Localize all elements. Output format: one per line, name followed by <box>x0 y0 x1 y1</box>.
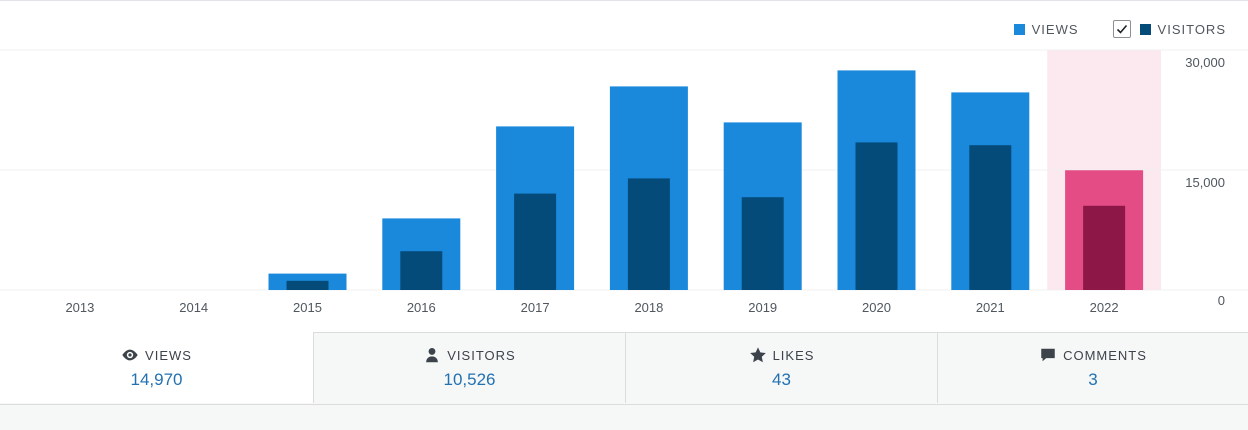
legend-views-swatch <box>1013 23 1025 35</box>
tab-views[interactable]: VIEWS 14,970 <box>0 332 313 403</box>
x-tick-label-2017: 2017 <box>521 300 550 315</box>
comment-icon <box>1041 348 1055 362</box>
visitors-bar-2017[interactable] <box>514 193 557 290</box>
legend-visitors-label: VISITORS <box>1157 21 1226 37</box>
checkmark-icon <box>1116 24 1127 34</box>
legend-visitors-swatch <box>1139 23 1151 35</box>
legend-views[interactable]: VIEWS <box>1013 21 1079 37</box>
y-tick-label: 15,000 <box>1185 175 1225 190</box>
x-tick-label-2014: 2014 <box>179 300 208 315</box>
tab-likes-value: 43 <box>772 370 791 389</box>
tab-comments-label-row: COMMENTS <box>1039 346 1147 364</box>
tab-views-label: VIEWS <box>145 347 192 363</box>
tab-visitors-label: VISITORS <box>447 347 516 363</box>
x-tick-label-2022: 2022 <box>1090 300 1119 315</box>
tab-views-value: 14,970 <box>130 370 183 389</box>
x-tick-label-2021: 2021 <box>976 300 1005 315</box>
star-icon <box>749 347 766 363</box>
x-tick-label-2019: 2019 <box>748 300 777 315</box>
visitors-bar-2018[interactable] <box>627 178 670 290</box>
y-tick-label: 0 <box>1218 293 1225 308</box>
tab-views-label-row: VIEWS <box>121 346 192 364</box>
tab-comments-value: 3 <box>1088 370 1098 389</box>
x-tick-label-2013: 2013 <box>65 300 94 315</box>
tab-visitors[interactable]: VISITORS 10,526 <box>313 332 625 403</box>
legend-views-label: VIEWS <box>1031 21 1079 37</box>
tab-visitors-value: 10,526 <box>443 370 496 389</box>
x-tick-label-2015: 2015 <box>293 300 322 315</box>
tab-visitors-label-row: VISITORS <box>423 346 515 364</box>
eye-icon <box>122 349 138 361</box>
visitors-bar-2022[interactable] <box>1083 205 1126 290</box>
visitors-checkbox[interactable] <box>1112 20 1131 38</box>
person-icon <box>426 347 439 363</box>
y-tick-label: 30,000 <box>1185 55 1225 70</box>
visitors-bar-2016[interactable] <box>400 251 443 290</box>
x-tick-label-2018: 2018 <box>634 300 663 315</box>
tab-likes-label-row: LIKES <box>749 346 815 364</box>
x-tick-label-2020: 2020 <box>862 300 891 315</box>
tab-comments[interactable]: COMMENTS 3 <box>937 332 1248 403</box>
visitors-bar-2020[interactable] <box>855 142 898 290</box>
bar-chart: 0 15,000 30,000 2013 2014 2015 2016 2017 2018 201… <box>0 49 1248 315</box>
tab-likes-label: LIKES <box>772 347 815 363</box>
tab-comments-label: COMMENTS <box>1063 347 1147 363</box>
tab-likes[interactable]: LIKES 43 <box>625 332 937 403</box>
visitors-bar-2015[interactable] <box>286 280 329 290</box>
visitors-bar-2021[interactable] <box>969 145 1012 290</box>
stats-tabs: VIEWS 14,970 VISITORS 10,526 LIKES 43 CO… <box>0 332 1248 405</box>
x-tick-label-2016: 2016 <box>407 300 436 315</box>
chart-legend: VIEWS VISITORS <box>980 19 1226 39</box>
visitors-bar-2019[interactable] <box>741 197 784 290</box>
legend-visitors[interactable]: VISITORS <box>1112 20 1226 38</box>
stats-chart-panel: VIEWS VISITORS 0 15,000 30,000 2013 2014 2015… <box>0 0 1248 315</box>
